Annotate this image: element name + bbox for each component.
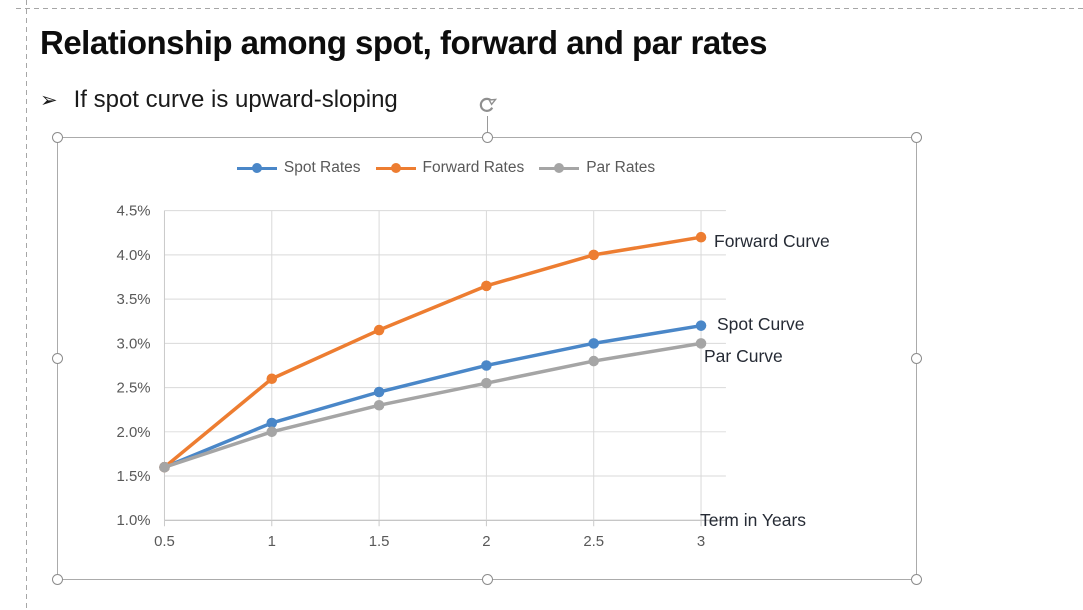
series-line-forward-rates[interactable] xyxy=(162,235,703,469)
y-tick-label: 2.5% xyxy=(117,380,151,397)
data-point-forward-rates[interactable] xyxy=(373,324,385,336)
series-line-spot-rates[interactable] xyxy=(162,323,703,469)
forward-curve-label[interactable]: Forward Curve xyxy=(714,231,830,251)
legend-label: Forward Rates xyxy=(422,159,525,176)
bullet-text[interactable]: If spot curve is upward-sloping xyxy=(73,86,398,113)
y-tick-label: 3.5% xyxy=(117,291,151,308)
y-tick-label: 4.5% xyxy=(117,203,151,220)
x-tick-label: 1 xyxy=(268,533,276,550)
rotate-handle-stem xyxy=(487,116,488,138)
x-tick-label: 2 xyxy=(482,533,490,550)
x-tick-label: 2.5 xyxy=(583,533,604,550)
data-point-par-rates[interactable] xyxy=(159,461,170,473)
x-tick-label: 0.5 xyxy=(154,533,175,550)
selection-handle-bottom-center[interactable] xyxy=(481,574,493,585)
selection-handle-bottom-right[interactable] xyxy=(911,574,922,585)
legend-item-forward-rates[interactable]: Forward Rates xyxy=(375,159,525,177)
y-tick-label: 3.0% xyxy=(117,335,151,352)
data-point-forward-rates[interactable] xyxy=(588,249,599,261)
x-axis-title[interactable]: Term in Years xyxy=(700,510,807,530)
placeholder-guide-top xyxy=(16,8,1083,9)
rotate-icon[interactable] xyxy=(477,95,497,115)
legend-series-marker-icon xyxy=(236,163,277,174)
data-point-spot-rates[interactable] xyxy=(481,360,492,371)
spot-curve-label[interactable]: Spot Curve xyxy=(717,314,805,334)
y-tick-label: 4.0% xyxy=(117,247,151,264)
data-point-spot-rates[interactable] xyxy=(373,386,385,398)
chart-plot-area[interactable]: 1.0% 1.5% 2.0% 2.5% 3.0% 3.5% 4.0% 4.5% 0.5 1 1.5 2… xyxy=(58,138,916,579)
legend-label: Par Rates xyxy=(586,159,656,176)
y-tick-label: 1.5% xyxy=(117,468,151,485)
par-curve-label[interactable]: Par Curve xyxy=(704,346,783,366)
chart-legend[interactable]: Spot Rates Forward Rates Par Rates xyxy=(58,159,834,177)
y-tick-label: 1.0% xyxy=(117,512,151,529)
selection-handle-middle-left[interactable] xyxy=(52,353,63,364)
selection-handle-middle-right[interactable] xyxy=(911,353,922,364)
data-point-spot-rates[interactable] xyxy=(695,320,707,331)
slide-title[interactable]: Relationship among spot, forward and par… xyxy=(40,24,767,61)
placeholder-guide-left xyxy=(26,0,27,610)
data-point-forward-rates[interactable] xyxy=(695,231,707,243)
selection-handle-top-right[interactable] xyxy=(911,132,922,143)
legend-series-marker-icon xyxy=(375,163,416,174)
data-point-spot-rates[interactable] xyxy=(266,417,278,429)
legend-label: Spot Rates xyxy=(283,159,361,176)
data-point-forward-rates[interactable] xyxy=(481,280,492,292)
chart-object[interactable]: 1.0% 1.5% 2.0% 2.5% 3.0% 3.5% 4.0% 4.5% 0.5 1 1.5 2… xyxy=(52,97,922,585)
y-tick-label: 2.0% xyxy=(117,424,151,441)
data-point-forward-rates[interactable] xyxy=(266,373,278,385)
data-point-par-rates[interactable] xyxy=(373,399,385,411)
bullet-arrow-icon: ➢ xyxy=(40,88,58,112)
data-point-par-rates[interactable] xyxy=(588,355,599,367)
bullet-line[interactable]: ➢ If spot curve is upward-sloping xyxy=(40,86,398,114)
data-point-par-rates[interactable] xyxy=(481,377,492,389)
legend-series-marker-icon xyxy=(539,163,580,174)
x-tick-label: 3 xyxy=(697,533,705,550)
data-point-spot-rates[interactable] xyxy=(588,338,599,349)
legend-item-spot-rates[interactable]: Spot Rates xyxy=(236,159,361,177)
data-point-par-rates[interactable] xyxy=(266,426,278,438)
data-point-par-rates[interactable] xyxy=(695,338,707,349)
selection-handle-top-left[interactable] xyxy=(52,132,63,143)
selection-handle-bottom-left[interactable] xyxy=(52,574,63,585)
x-tick-label: 1.5 xyxy=(369,533,390,550)
selection-handle-top-center[interactable] xyxy=(481,132,493,143)
series-line-par-rates[interactable] xyxy=(162,341,703,469)
legend-item-par-rates[interactable]: Par Rates xyxy=(539,159,655,177)
